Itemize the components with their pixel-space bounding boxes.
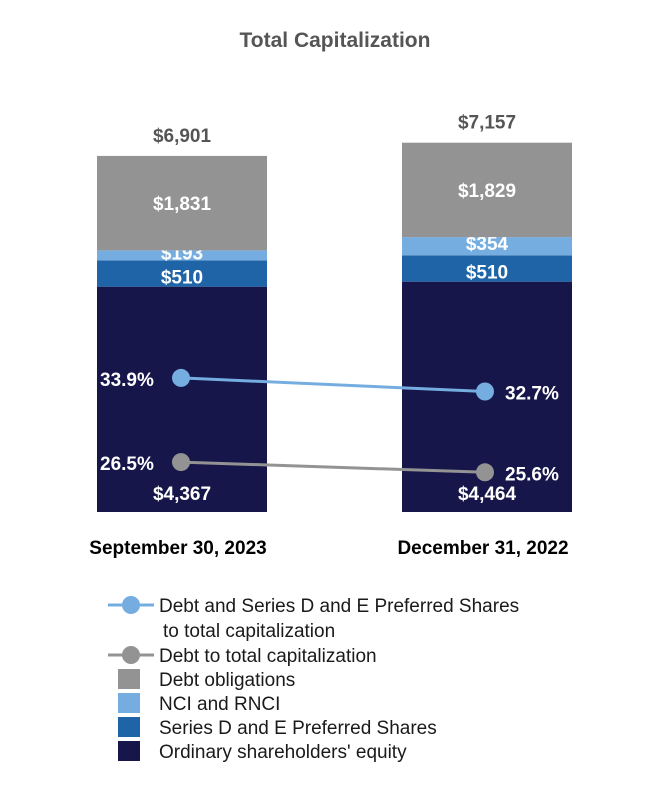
data-label-series-d-and-e-preferred-shares-2: $510 xyxy=(466,263,508,284)
bar-nci-and-rnci-2 xyxy=(402,237,572,256)
legend-swatch-debt-obligations xyxy=(118,669,140,689)
data-label-ordinary-shareholders-equity-2: $4,464 xyxy=(458,484,517,505)
category-label-1: September 30, 2023 xyxy=(89,538,266,559)
data-label-ordinary-shareholders-equity-1: $4,367 xyxy=(153,484,211,505)
line-debt-and-series-d-and-e-preferred-shares xyxy=(180,376,486,393)
legend-label-nci-and-rnci: NCI and RNCI xyxy=(159,694,280,715)
data-label-debt-obligations-2: $1,829 xyxy=(458,181,516,202)
data-label-nci-and-rnci-2: $354 xyxy=(466,234,509,255)
point-debt-to-total-capitalization-1 xyxy=(172,453,190,472)
legend-marker-debt-to-total-capitalization xyxy=(122,646,140,664)
point-debt-and-series-d-and-e-preferred-shares-1 xyxy=(172,368,190,387)
bar-debt-obligations-2 xyxy=(402,142,572,238)
legend-label-debt-to-total-capitalization: Debt to total capitalization xyxy=(159,646,377,667)
point-debt-to-total-capitalization-2 xyxy=(476,463,494,482)
legend-swatch-nci-and-rnci xyxy=(118,693,140,713)
data-label-debt-obligations-1: $1,831 xyxy=(153,194,212,215)
bar-debt-obligations-1 xyxy=(97,155,267,251)
total-label-1: $6,901 xyxy=(153,126,212,147)
bar-nci-and-rnci-1 xyxy=(97,250,267,261)
legend-label-series-d-and-e-preferred-shares: Series D and E Preferred Shares xyxy=(159,718,437,739)
pct-label-debt-to-total-capitalization-2: 25.6% xyxy=(505,464,559,485)
line-debt-to-total-capitalization xyxy=(180,460,486,474)
total-label-2: $7,157 xyxy=(458,113,516,134)
legend-label-ordinary-shareholders-equity: Ordinary shareholders' equity xyxy=(159,742,407,763)
bar-series-d-and-e-preferred-shares-2 xyxy=(402,255,572,282)
legend-label-debt-and-series-d-and-e-preferred-shares: Debt and Series D and E Preferred Shares xyxy=(159,596,519,617)
data-label-series-d-and-e-preferred-shares-1: $510 xyxy=(161,268,203,289)
legend-label-debt-obligations: Debt obligations xyxy=(159,670,295,691)
bar-ordinary-shareholders-equity-1 xyxy=(97,286,267,512)
chart-title: Total Capitalization xyxy=(240,29,431,52)
legend-marker-debt-and-series-d-and-e-preferred-shares xyxy=(122,596,140,614)
category-label-2: December 31, 2022 xyxy=(397,538,568,559)
pct-label-debt-and-series-d-and-e-preferred-shares-1: 33.9% xyxy=(100,370,154,391)
legend-label-debt-and-series-d-and-e-preferred-shares-line2: to total capitalization xyxy=(163,621,335,642)
pct-label-debt-and-series-d-and-e-preferred-shares-2: 32.7% xyxy=(505,384,559,405)
legend-swatch-series-d-and-e-preferred-shares xyxy=(118,717,140,737)
bar-series-d-and-e-preferred-shares-1 xyxy=(97,260,267,287)
point-debt-and-series-d-and-e-preferred-shares-2 xyxy=(476,382,494,401)
legend-swatch-ordinary-shareholders-equity xyxy=(118,741,140,761)
pct-label-debt-to-total-capitalization-1: 26.5% xyxy=(100,454,154,475)
